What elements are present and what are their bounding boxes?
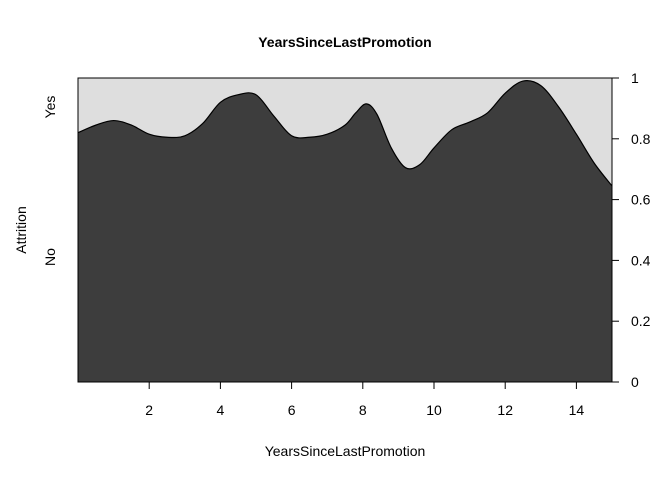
chart-title: YearsSinceLastPromotion <box>258 34 432 50</box>
y-tick-label: 0 <box>631 374 639 390</box>
x-tick-label: 14 <box>569 402 585 418</box>
plot-area <box>77 77 613 383</box>
x-tick-label: 10 <box>426 402 442 418</box>
x-tick-label: 6 <box>288 402 296 418</box>
y-tick-label: 1 <box>631 70 639 86</box>
x-tick-label: 2 <box>145 402 153 418</box>
plot-frame <box>77 77 613 383</box>
y-tick-label: 0.8 <box>631 131 651 147</box>
y-tick-label: 0.6 <box>631 192 651 208</box>
y-axis-right: 0 0.2 0.4 0.6 0.8 1 <box>612 70 651 390</box>
x-tick-label: 8 <box>359 402 367 418</box>
boundary-line <box>77 80 613 187</box>
no-region <box>78 80 612 383</box>
x-tick-label: 12 <box>497 402 513 418</box>
x-axis: 2 4 6 8 10 12 14 <box>145 382 584 418</box>
x-tick-label: 4 <box>217 402 225 418</box>
x-axis-label: YearsSinceLastPromotion <box>265 443 426 459</box>
y-axis-label: Attrition <box>13 206 29 253</box>
category-label-yes: Yes <box>42 96 58 119</box>
category-label-no: No <box>42 248 58 266</box>
y-tick-label: 0.2 <box>631 313 651 329</box>
y-tick-label: 0.4 <box>631 252 651 268</box>
